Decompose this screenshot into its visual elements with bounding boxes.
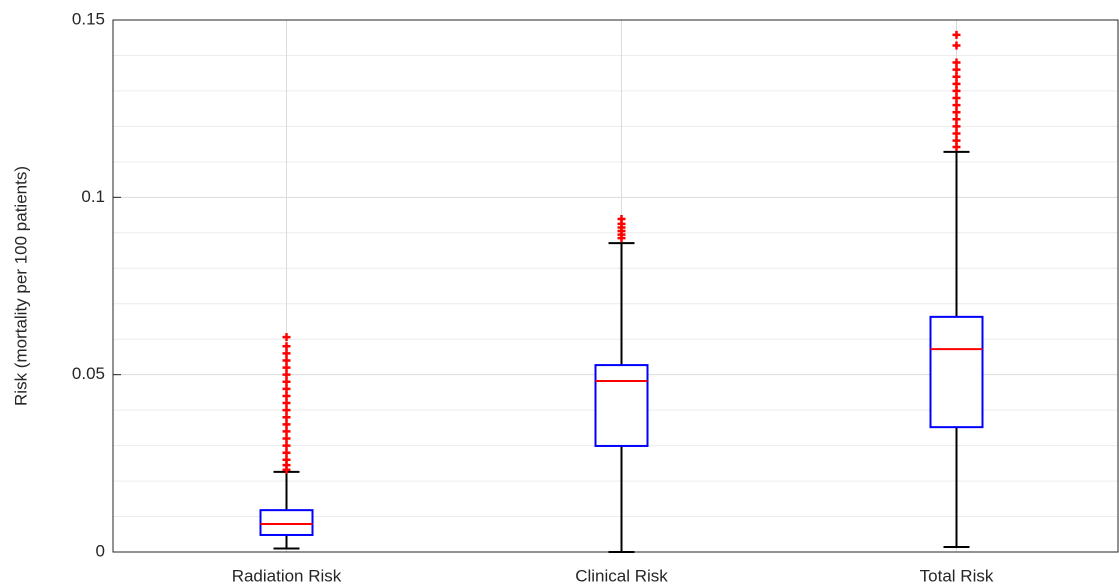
x-tick-label: Clinical Risk [575, 566, 668, 585]
y-tick-label: 0 [96, 541, 105, 560]
box [929, 315, 984, 429]
outlier [282, 377, 291, 386]
box [259, 509, 314, 536]
outlier [952, 122, 961, 131]
y-tick-label: 0.05 [72, 364, 105, 383]
outlier [282, 349, 291, 358]
outlier [952, 115, 961, 124]
outlier [952, 129, 961, 138]
outlier [282, 406, 291, 415]
y-tick-label: 0.1 [81, 187, 105, 206]
outlier [282, 391, 291, 400]
outlier [282, 342, 291, 351]
outlier [282, 413, 291, 422]
outlier [952, 94, 961, 103]
axes-frame [112, 19, 1119, 553]
outlier [282, 441, 291, 450]
outlier [617, 214, 626, 223]
outlier [952, 108, 961, 117]
outlier [282, 455, 291, 464]
outlier [952, 79, 961, 88]
outlier [952, 86, 961, 95]
outlier [952, 65, 961, 74]
outlier [282, 384, 291, 393]
outlier [952, 41, 961, 50]
outlier [952, 58, 961, 67]
outlier [952, 30, 961, 39]
x-tick-label: Total Risk [920, 566, 994, 585]
y-tick-label: 0.15 [72, 9, 105, 28]
outlier [952, 101, 961, 110]
box [594, 364, 649, 447]
outlier [282, 363, 291, 372]
outlier [282, 356, 291, 365]
outlier [952, 136, 961, 145]
x-tick-label: Radiation Risk [232, 566, 342, 585]
outlier [282, 420, 291, 429]
outlier [282, 434, 291, 443]
y-axis-label: Risk (mortality per 100 patients) [11, 166, 30, 406]
outlier [282, 333, 291, 342]
outlier [282, 427, 291, 436]
outlier [282, 448, 291, 457]
outlier [282, 370, 291, 379]
outlier [952, 72, 961, 81]
outlier [282, 399, 291, 408]
